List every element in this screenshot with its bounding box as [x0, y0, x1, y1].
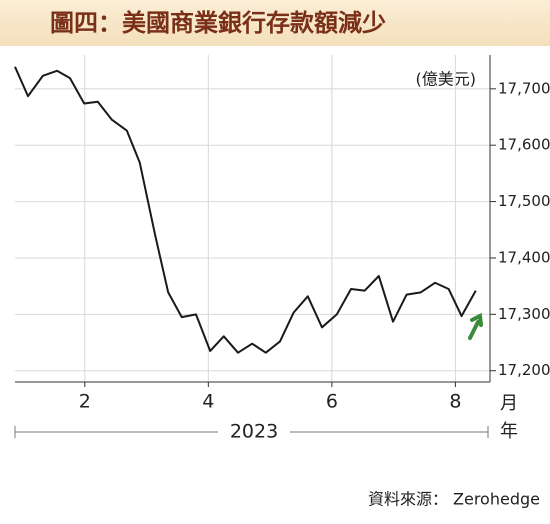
- year-label: 2023: [230, 421, 278, 443]
- y-tick-label: 17,500: [498, 192, 550, 210]
- source: 資料來源： Zerohedge: [368, 490, 540, 509]
- y-tick-label: 17,300: [498, 305, 550, 323]
- trend-arrow: [468, 312, 483, 340]
- x-tick-label: 8: [449, 391, 461, 413]
- y-tick-label: 17,700: [498, 79, 550, 97]
- data-line: [14, 66, 477, 354]
- y-tick-label: 17,400: [498, 248, 550, 266]
- y-tick-label: 17,200: [498, 361, 550, 379]
- title-band: [0, 0, 550, 46]
- unit-label: (億美元): [416, 70, 477, 89]
- x-tick-label: 6: [326, 391, 338, 413]
- y-tick-label: 17,600: [498, 136, 550, 154]
- chart-title: 圖四：美國商業銀行存款額減少: [50, 9, 386, 37]
- x-unit: 月: [500, 393, 518, 414]
- x-tick-label: 2: [79, 391, 91, 413]
- x-tick-label: 4: [202, 391, 214, 413]
- year-unit: 年: [500, 421, 518, 442]
